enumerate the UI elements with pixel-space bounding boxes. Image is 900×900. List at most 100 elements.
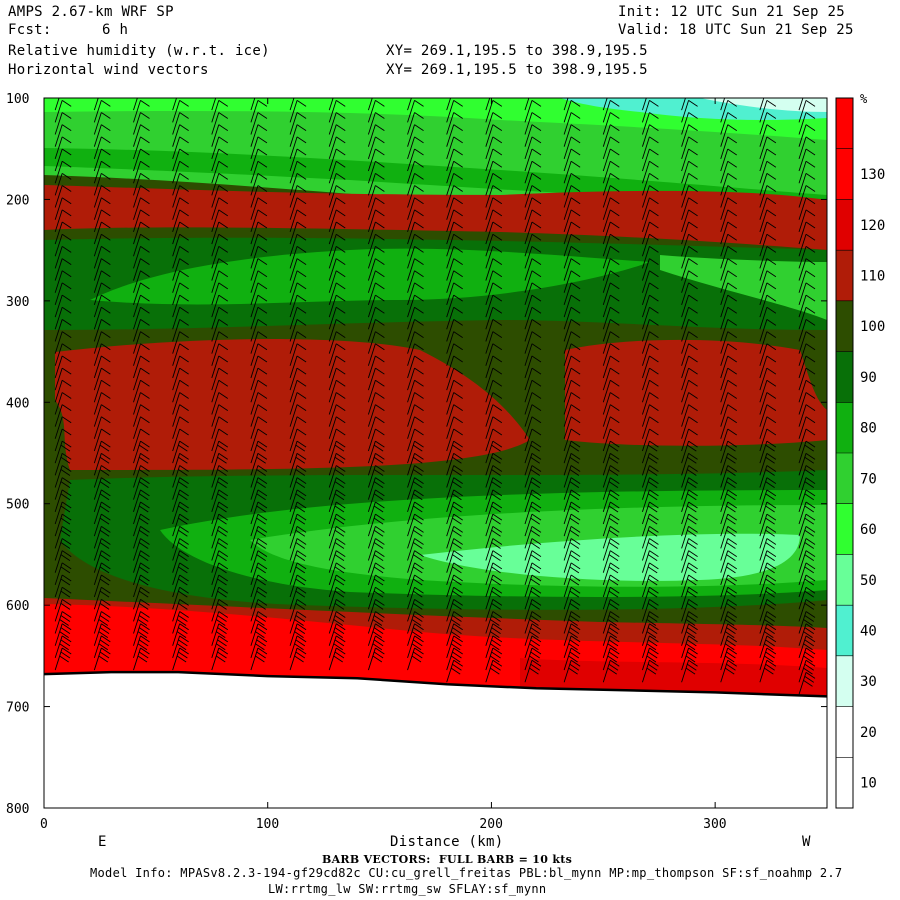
wind-barb <box>720 355 737 379</box>
wind-barb <box>211 172 229 196</box>
wind-barb <box>367 501 385 525</box>
wind-barb <box>289 647 307 671</box>
wind-barb <box>328 404 346 427</box>
wind-barb <box>759 379 777 403</box>
wind-barb <box>446 99 463 123</box>
rh-mid-red-right <box>565 339 827 446</box>
wind-barb <box>289 306 307 330</box>
wind-barb <box>93 367 111 391</box>
wind-barb <box>367 124 385 147</box>
wind-barb <box>759 343 777 366</box>
wind-barb <box>759 112 777 135</box>
wind-barb <box>563 367 581 391</box>
wind-barb <box>133 124 150 147</box>
wind-barb <box>367 574 385 598</box>
wind-barb <box>54 197 72 220</box>
wind-barb <box>93 465 111 488</box>
wind-barb <box>133 233 150 257</box>
wind-barb <box>563 404 581 427</box>
wind-barb <box>485 99 503 123</box>
wind-barb <box>642 452 659 476</box>
wind-barb <box>563 550 581 573</box>
rh-lower-bright <box>420 533 800 581</box>
wind-barb <box>211 538 229 561</box>
wind-barb <box>367 647 385 671</box>
wind-barb <box>93 404 111 427</box>
wind-barb <box>759 598 777 622</box>
wind-barb <box>524 635 542 659</box>
wind-barb <box>642 428 659 452</box>
wind-barb <box>289 331 307 354</box>
wind-barb <box>328 99 346 123</box>
wind-barb <box>133 367 150 391</box>
wind-barb <box>289 343 307 366</box>
wind-barb <box>172 525 189 549</box>
wind-barb <box>289 440 307 464</box>
wind-barb <box>133 99 150 123</box>
wind-barb <box>485 136 503 159</box>
wind-barb <box>563 136 581 159</box>
wind-barbs <box>54 98 816 695</box>
wind-barb <box>446 452 463 476</box>
wind-barb <box>602 477 620 500</box>
wind-barb <box>759 124 777 147</box>
wind-barb <box>172 99 189 123</box>
wind-barb <box>681 635 698 659</box>
wind-barb <box>328 452 346 476</box>
wind-barb <box>720 172 737 196</box>
east-label: E <box>98 834 107 850</box>
wind-barb <box>720 647 737 671</box>
wind-barb <box>642 282 659 306</box>
wind-barb <box>524 550 542 573</box>
wind-barb <box>446 379 463 403</box>
wind-barb <box>798 160 816 184</box>
wind-barb <box>367 221 385 245</box>
wind-barb <box>328 416 346 439</box>
wind-barb <box>681 392 698 415</box>
wind-barb <box>798 611 816 634</box>
wind-barb <box>446 635 463 659</box>
wind-barb <box>367 246 385 269</box>
wind-barb <box>172 160 189 184</box>
wind-barb <box>759 623 777 646</box>
wind-barb <box>602 489 620 512</box>
wind-barb <box>798 148 816 172</box>
wind-barb <box>759 197 777 220</box>
wind-barb <box>681 136 698 159</box>
wind-barb <box>289 562 307 585</box>
colorbar-swatch <box>836 199 853 251</box>
wind-barb <box>172 124 189 147</box>
wind-barb <box>642 197 659 220</box>
wind-barb <box>524 136 542 159</box>
wind-barb <box>367 428 385 452</box>
wind-barb <box>642 623 659 646</box>
wind-barb <box>211 124 229 147</box>
wind-barb <box>642 221 659 245</box>
wind-barb <box>250 294 268 318</box>
wind-barb <box>407 124 424 147</box>
wind-barb <box>211 647 229 671</box>
wind-barb <box>602 465 620 488</box>
wind-barb <box>602 428 620 452</box>
wind-barb <box>407 489 424 512</box>
wind-barb <box>485 246 503 269</box>
wind-barb <box>446 124 463 147</box>
wind-barb <box>289 416 307 439</box>
wind-barb <box>446 428 463 452</box>
wind-barb <box>681 172 698 196</box>
xy-range-2: XY= 269.1,195.5 to 398.9,195.5 <box>386 62 648 78</box>
wind-barb <box>407 221 424 245</box>
wind-barb <box>642 538 659 561</box>
wind-barb <box>250 562 268 585</box>
wind-barb <box>407 294 424 318</box>
wind-barb <box>289 99 307 123</box>
wind-barb <box>133 197 150 220</box>
wind-barb <box>563 513 581 537</box>
colorbar-swatch <box>836 554 853 606</box>
wind-barb <box>133 404 150 427</box>
wind-barb <box>407 440 424 464</box>
wind-barb <box>642 416 659 439</box>
wind-barb <box>328 270 346 293</box>
wind-barb <box>681 586 698 610</box>
wind-barb <box>446 98 452 111</box>
